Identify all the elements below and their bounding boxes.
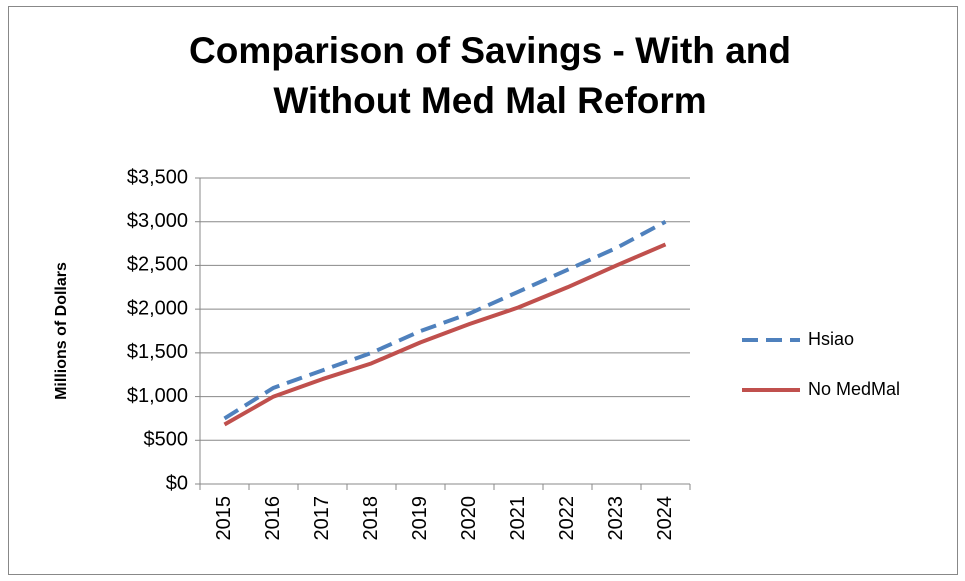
x-tick-label: 2024 <box>654 496 676 541</box>
y-tick-label: $1,000 <box>127 385 188 407</box>
x-tick-label: 2015 <box>213 496 235 541</box>
x-tick-label: 2020 <box>458 496 480 541</box>
y-axis-label: Millions of Dollars <box>53 262 70 400</box>
chart-border <box>8 6 958 575</box>
y-tick-label: $0 <box>166 472 188 494</box>
legend-label: No MedMal <box>808 379 900 399</box>
y-tick-label: $2,500 <box>127 254 188 276</box>
x-tick-label: 2018 <box>360 496 382 541</box>
x-tick-label: 2016 <box>262 496 284 541</box>
x-tick-label: 2021 <box>507 496 529 541</box>
x-tick-label: 2017 <box>311 496 333 541</box>
chart-title: Comparison of Savings - With and Without… <box>189 30 791 121</box>
y-tick-label: $500 <box>144 429 189 451</box>
y-tick-label: $2,000 <box>127 297 188 319</box>
x-tick-label: 2019 <box>409 496 431 541</box>
y-tick-label: $3,000 <box>127 210 188 232</box>
x-tick-label: 2023 <box>605 496 627 541</box>
y-tick-label: $3,500 <box>127 166 188 188</box>
y-tick-label: $1,500 <box>127 341 188 363</box>
series-line <box>223 242 667 427</box>
series-line <box>223 219 667 421</box>
legend-label: Hsiao <box>808 329 854 349</box>
x-tick-label: 2022 <box>556 496 578 541</box>
